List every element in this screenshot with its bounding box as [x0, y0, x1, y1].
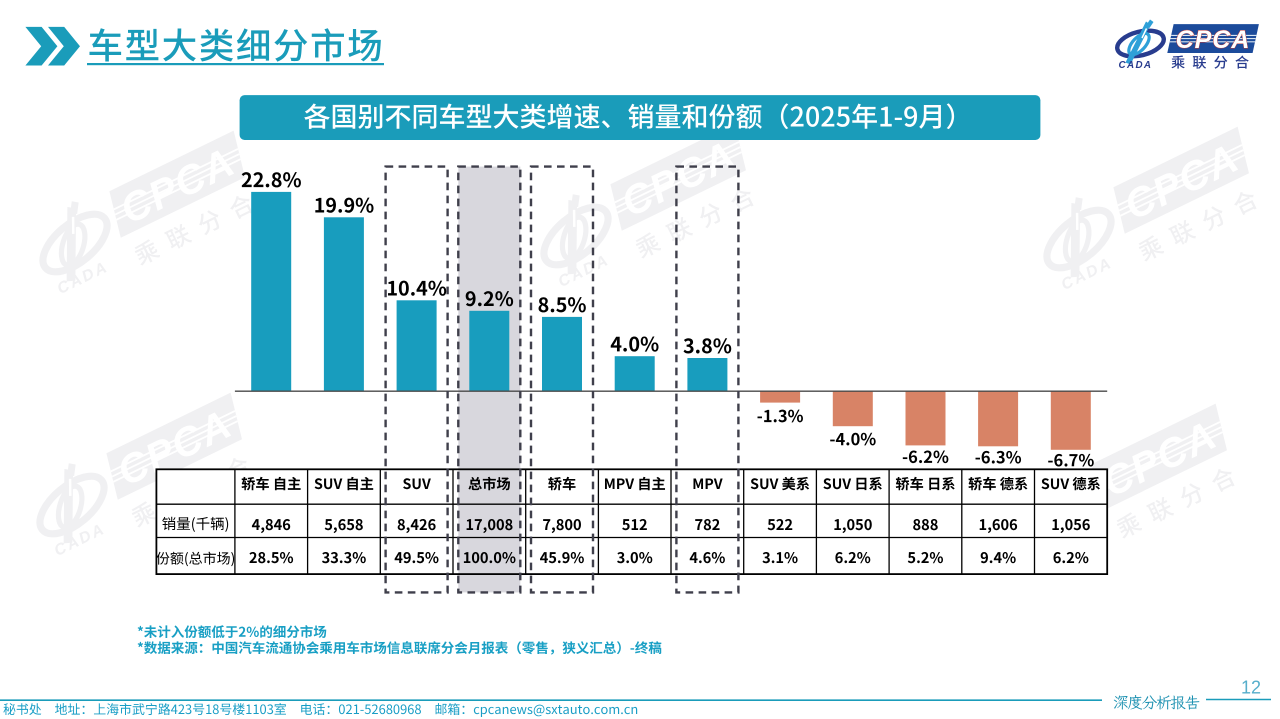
svg-text:12: 12 [1241, 678, 1261, 698]
